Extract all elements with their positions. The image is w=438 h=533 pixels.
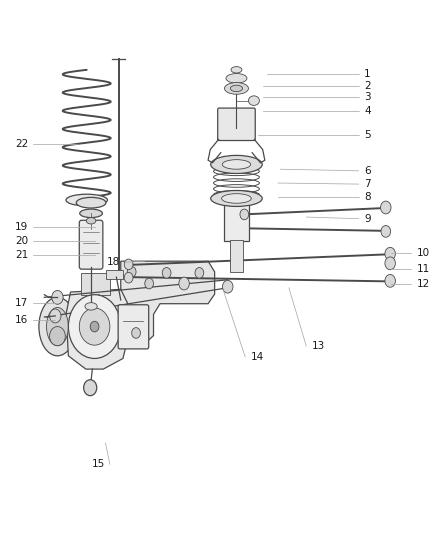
Circle shape — [52, 290, 63, 304]
Circle shape — [124, 259, 133, 270]
Circle shape — [162, 268, 171, 278]
Text: 7: 7 — [364, 179, 371, 189]
Text: 3: 3 — [364, 92, 371, 102]
Circle shape — [79, 308, 110, 345]
Ellipse shape — [248, 96, 259, 106]
Circle shape — [127, 266, 136, 277]
Circle shape — [49, 309, 61, 323]
Ellipse shape — [222, 160, 251, 169]
Text: 4: 4 — [364, 106, 371, 116]
Ellipse shape — [224, 83, 248, 94]
Ellipse shape — [211, 190, 262, 206]
Circle shape — [381, 225, 391, 237]
Circle shape — [90, 321, 99, 332]
Text: 6: 6 — [364, 166, 371, 176]
Circle shape — [84, 379, 97, 395]
Ellipse shape — [86, 217, 96, 224]
Ellipse shape — [231, 67, 242, 73]
FancyBboxPatch shape — [224, 199, 249, 241]
Text: 8: 8 — [364, 192, 371, 203]
Ellipse shape — [39, 297, 76, 356]
FancyBboxPatch shape — [79, 220, 103, 269]
Ellipse shape — [46, 308, 68, 346]
Circle shape — [145, 278, 153, 289]
Circle shape — [223, 280, 233, 293]
Ellipse shape — [222, 193, 251, 203]
Text: 2: 2 — [364, 81, 371, 91]
Text: 16: 16 — [15, 314, 28, 325]
Text: 13: 13 — [311, 341, 325, 351]
Circle shape — [381, 201, 391, 214]
FancyBboxPatch shape — [106, 270, 123, 279]
Ellipse shape — [80, 209, 102, 217]
Text: 10: 10 — [417, 248, 430, 258]
Circle shape — [240, 209, 249, 220]
Circle shape — [132, 328, 141, 338]
FancyBboxPatch shape — [230, 240, 243, 272]
FancyBboxPatch shape — [81, 273, 110, 295]
Circle shape — [179, 277, 189, 290]
Text: 17: 17 — [15, 297, 28, 308]
FancyBboxPatch shape — [118, 305, 149, 349]
Circle shape — [124, 272, 133, 283]
Text: 1: 1 — [364, 69, 371, 79]
Ellipse shape — [66, 194, 107, 206]
Text: 22: 22 — [15, 139, 28, 149]
Ellipse shape — [211, 156, 262, 173]
FancyBboxPatch shape — [218, 108, 255, 141]
Text: 14: 14 — [251, 352, 264, 362]
Text: 20: 20 — [15, 236, 28, 246]
Text: 19: 19 — [15, 222, 28, 232]
Text: 9: 9 — [364, 214, 371, 224]
Ellipse shape — [226, 74, 247, 83]
Circle shape — [385, 247, 396, 260]
Circle shape — [385, 274, 396, 287]
Ellipse shape — [230, 85, 243, 92]
Circle shape — [68, 295, 121, 359]
Circle shape — [385, 257, 396, 270]
Polygon shape — [121, 261, 215, 344]
Ellipse shape — [76, 197, 106, 208]
Text: 11: 11 — [417, 264, 430, 273]
Polygon shape — [66, 289, 130, 369]
Ellipse shape — [85, 303, 97, 310]
Text: 5: 5 — [364, 130, 371, 140]
Text: 18: 18 — [106, 257, 120, 267]
Text: 12: 12 — [417, 279, 430, 288]
Circle shape — [195, 268, 204, 278]
Circle shape — [49, 327, 65, 346]
Text: 21: 21 — [15, 250, 28, 260]
Text: 15: 15 — [92, 459, 105, 469]
